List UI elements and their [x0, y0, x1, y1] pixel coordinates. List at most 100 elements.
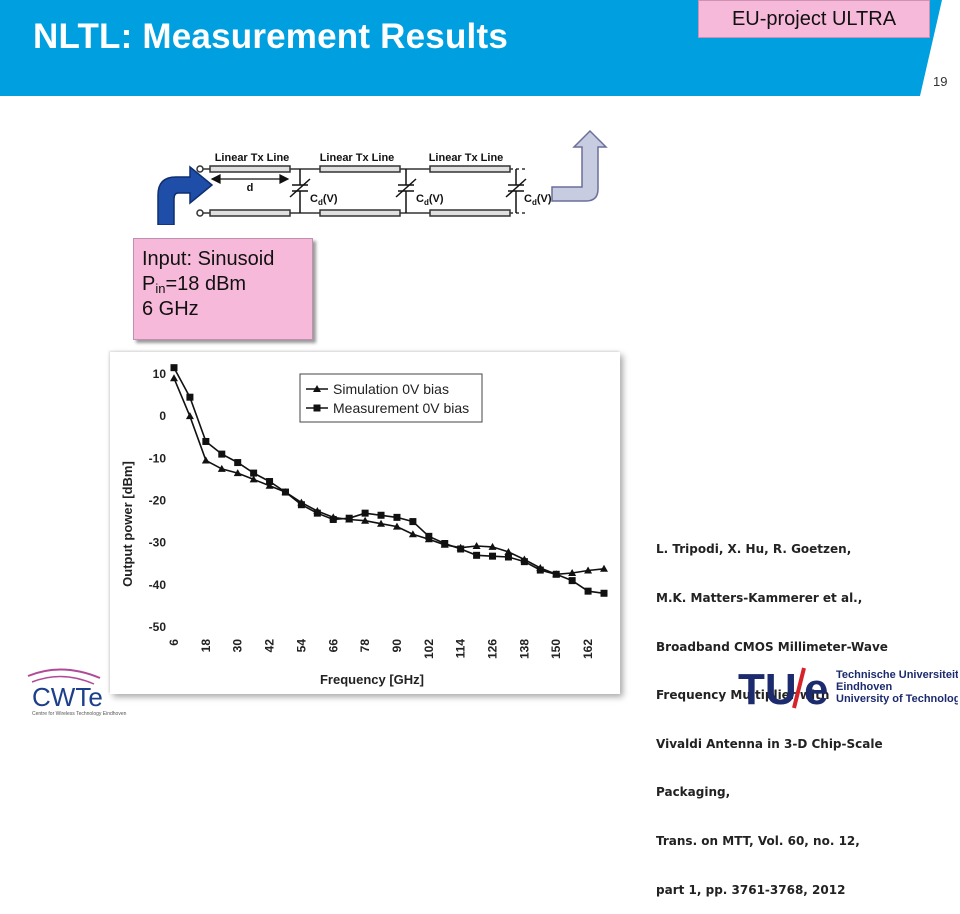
section-label-3: Linear Tx Line	[429, 152, 504, 164]
varactor-3	[505, 169, 527, 213]
tue-mark-left: TU	[738, 665, 797, 714]
data-point	[392, 522, 401, 530]
tue-line1: Technische Universiteit	[836, 669, 958, 681]
y-tick-label: 10	[153, 367, 167, 381]
x-tick-label: 78	[358, 639, 372, 653]
legend-marker	[313, 385, 321, 392]
reference-line: M.K. Matters-Kammerer et al.,	[656, 591, 863, 606]
y-axis-title: Output power [dBm]	[120, 461, 135, 587]
x-tick-label: 66	[326, 639, 340, 653]
nltl-circuit-diagram: d Linear Tx Line Linear Tx Line Linear T…	[157, 129, 608, 225]
legend-label: Simulation 0V bias	[333, 381, 449, 397]
output-power-chart: 10 0 -10 -20 -30 -40 -50 6 18 30 42 54 66 78 90 102 114…	[120, 364, 608, 687]
transmission-lines	[196, 165, 528, 217]
capacitor-label-2: Cd(V)	[416, 193, 444, 207]
reference-line: Broadband CMOS Millimeter-Wave	[656, 639, 888, 654]
reference-line: Vivaldi Antenna in 3-D Chip-Scale	[656, 736, 883, 751]
x-tick-label: 90	[390, 639, 404, 653]
varactor-1	[289, 169, 311, 213]
data-point	[186, 393, 194, 401]
data-point	[297, 501, 305, 509]
data-point	[409, 518, 417, 526]
y-tick-label: -10	[149, 451, 167, 465]
data-point	[408, 530, 417, 538]
series-line-2	[173, 367, 605, 595]
data-point	[568, 569, 577, 577]
x-tick-label: 162	[581, 639, 595, 659]
cwte-logo-subtitle: Centre for Wireless Technology Eindhoven	[32, 711, 127, 717]
data-point	[361, 509, 369, 517]
header-bar: NLTL: Measurement Results EU-project ULT…	[0, 0, 960, 96]
data-point	[217, 464, 226, 472]
tue-mark-right: e	[804, 665, 828, 714]
data-point	[552, 570, 560, 578]
tue-line3: University of Technology	[836, 693, 958, 705]
data-point	[345, 514, 353, 522]
data-point	[250, 469, 258, 477]
data-point	[568, 577, 576, 585]
legend-box	[299, 373, 483, 423]
x-tick-label: 102	[422, 639, 436, 659]
x-tick-label: 42	[263, 639, 277, 653]
y-tick-label: -20	[149, 494, 167, 508]
data-point	[488, 542, 497, 550]
reference-line: Trans. on MTT, Vol. 60, no. 12,	[656, 834, 860, 849]
data-point	[170, 364, 178, 372]
data-point	[202, 437, 210, 445]
cwte-logo-text: CWTe	[32, 682, 103, 712]
y-tick-label: 0	[159, 409, 166, 423]
data-point	[504, 547, 513, 555]
chart-frame: 10 0 -10 -20 -30 -40 -50 6 18 30 42 54 66 78 90 102 114…	[110, 352, 620, 694]
legend-marker	[313, 404, 321, 412]
x-tick-label: 126	[486, 639, 500, 659]
reference-line: Packaging,	[656, 785, 731, 800]
data-point	[201, 456, 210, 464]
data-point	[170, 374, 178, 382]
data-point	[600, 564, 608, 572]
data-point	[393, 513, 401, 521]
series-line-1	[173, 377, 605, 576]
data-point	[249, 475, 258, 483]
input-frequency-text: 6 GHz	[142, 298, 199, 320]
input-power-text: Pin=18 dBm	[142, 273, 247, 296]
length-arrow	[210, 174, 290, 184]
x-tick-label: 18	[199, 639, 213, 653]
data-point	[489, 552, 497, 560]
data-point	[536, 566, 544, 574]
data-point	[234, 459, 242, 467]
section-label-2: Linear Tx Line	[320, 152, 395, 164]
data-point	[329, 515, 337, 523]
slide-title: NLTL: Measurement Results	[33, 17, 508, 56]
data-point	[600, 589, 608, 597]
x-tick-label: 150	[549, 639, 563, 659]
y-tick-label: -30	[149, 536, 167, 550]
data-point	[265, 481, 274, 489]
reference-line: L. Tripodi, X. Hu, R. Goetzen,	[656, 542, 852, 557]
curved-arrow-right-icon	[157, 165, 214, 225]
bent-arrow-up-icon	[551, 129, 608, 202]
cwte-logo: CWTe Centre for Wireless Technology Eind…	[27, 668, 127, 717]
data-point	[441, 540, 449, 548]
y-tick-label: -40	[149, 578, 167, 592]
data-point	[457, 545, 465, 553]
data-point	[425, 532, 433, 540]
x-tick-label: 54	[294, 639, 308, 653]
x-tick-label: 6	[167, 639, 181, 646]
x-tick-label: 138	[517, 639, 531, 659]
input-type-text: Input: Sinusoid	[142, 248, 275, 270]
capacitor-label-3: Cd(V)	[524, 193, 552, 207]
data-point	[584, 566, 593, 574]
reference-line: part 1, pp. 3761-3768, 2012	[656, 882, 846, 897]
tue-line2: Eindhoven	[836, 681, 893, 693]
data-point	[281, 488, 289, 496]
data-point	[473, 551, 481, 559]
varactor-2	[395, 169, 417, 213]
chart-legend: Simulation 0V bias Measurement 0V bias	[299, 373, 483, 423]
reference-line: Frequency Multiplier with	[656, 688, 830, 703]
data-point	[504, 553, 512, 561]
length-label: d	[247, 182, 254, 194]
x-axis-title: Frequency [GHz]	[320, 672, 424, 687]
data-point	[233, 469, 242, 477]
data-point	[584, 587, 592, 595]
x-tick-label: 30	[231, 639, 245, 653]
